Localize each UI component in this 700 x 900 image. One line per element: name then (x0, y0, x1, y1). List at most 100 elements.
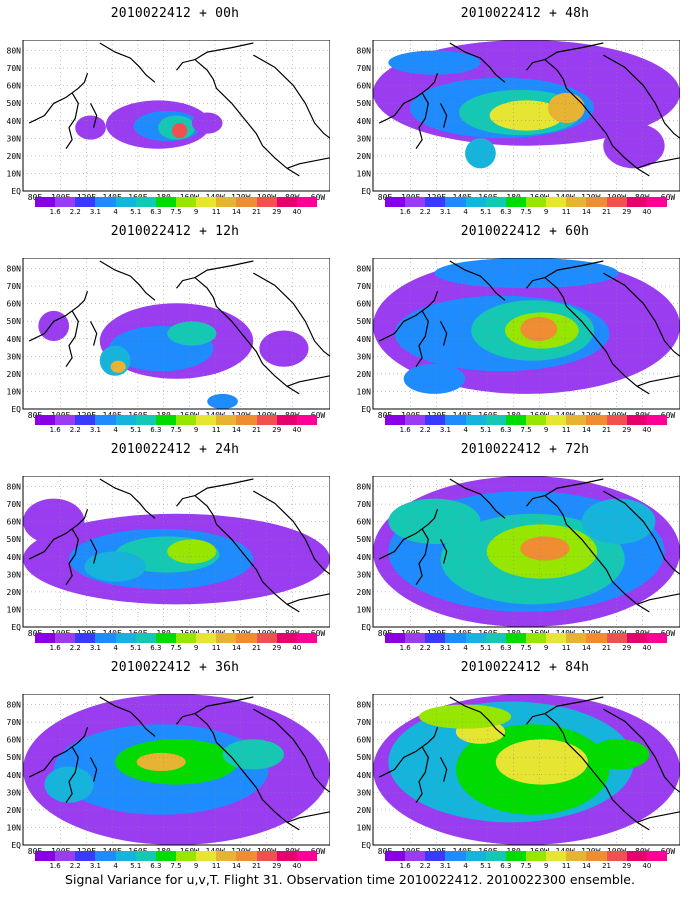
colorbar (385, 851, 667, 861)
coastline (636, 375, 680, 387)
latitude-tick-label: 60N (7, 300, 22, 309)
colorbar-swatch (425, 415, 446, 425)
latitude-tick-label: 50N (357, 99, 372, 108)
colorbar-swatch (256, 633, 277, 643)
coastline (89, 103, 98, 128)
latitude-tick-label: 70N (357, 64, 372, 73)
colorbar-label: 40 (292, 644, 302, 652)
coastline (603, 708, 680, 793)
figure-caption: Signal Variance for u,v,T. Flight 31. Ob… (65, 872, 635, 887)
colorbar (35, 197, 317, 207)
colorbar-swatch (276, 415, 297, 425)
panel-title: 2010022412 + 72h (460, 442, 590, 457)
colorbar-swatch (196, 633, 217, 643)
latitude-tick-label: 20N (357, 152, 372, 161)
colorbar-swatch (115, 415, 136, 425)
longitude-tick-label: 60W (661, 411, 676, 420)
colorbar-swatch (445, 851, 466, 861)
colorbar-swatch (55, 415, 76, 425)
colorbar-swatch (115, 197, 136, 207)
colorbar-swatch (465, 197, 486, 207)
variance-contour (75, 115, 106, 140)
colorbar-label: 40 (292, 426, 302, 434)
colorbar-label: 9 (543, 644, 549, 652)
colorbar-swatch (586, 197, 607, 207)
colorbar-swatch (95, 851, 116, 861)
latitude-tick-label: 50N (7, 317, 22, 326)
colorbar-swatch (606, 415, 627, 425)
latitude-tick-label: EQ (361, 187, 371, 196)
colorbar-swatch (405, 633, 426, 643)
latitude-tick-label: 80N (357, 47, 372, 56)
colorbar-swatch (75, 633, 96, 643)
colorbar-swatch (405, 415, 426, 425)
latitude-tick-label: 20N (7, 370, 22, 379)
colorbar-labels: 1.6 2.2 3.1 4 5.1 6.3 7.5 9 11 14 21 29 40 (35, 862, 317, 872)
variance-contour (191, 112, 223, 134)
map-panel: 2010022412 + 60h 80E100E120E140E160E18016… (350, 218, 695, 443)
colorbar-swatch (465, 851, 486, 861)
coastline (449, 42, 506, 83)
colorbar-label: 3.1 (89, 426, 101, 434)
colorbar-label: 7.5 (520, 426, 532, 434)
colorbar-label: 11 (211, 644, 221, 652)
colorbar-swatch (586, 415, 607, 425)
colorbar-swatch (75, 851, 96, 861)
colorbar-label: 14 (581, 644, 591, 652)
colorbar-labels: 1.6 2.2 3.1 4 5.1 6.3 7.5 9 11 14 21 29 40 (385, 426, 667, 436)
colorbar-label: 2.2 (69, 208, 81, 216)
colorbar-label: 21 (252, 208, 262, 216)
colorbar-label: 11 (561, 644, 571, 652)
coastline (28, 727, 89, 778)
latitude-tick-label: 60N (357, 300, 372, 309)
latitude-tick-label: 40N (7, 553, 22, 562)
colorbar-swatch (216, 851, 237, 861)
coastline (176, 276, 300, 395)
colorbar (385, 415, 667, 425)
colorbar-swatch (35, 633, 56, 643)
colorbar-label: 4 (463, 644, 468, 652)
colorbar-label: 9 (193, 426, 199, 434)
colorbar-swatch (485, 851, 506, 861)
latitude-tick-label: 60N (7, 518, 22, 527)
variance-contour (259, 330, 309, 367)
colorbar-swatch (35, 851, 56, 861)
colorbar-swatch (216, 415, 237, 425)
map-panel: 2010022412 + 12h 80E100E120E140E160E18016… (0, 218, 345, 443)
variance-contour (38, 310, 70, 342)
coastline (176, 494, 300, 613)
latitude-tick-label: 30N (357, 134, 372, 143)
colorbar-swatch (465, 633, 486, 643)
colorbar-swatch (296, 197, 317, 207)
colorbar (35, 851, 317, 861)
colorbar-swatch (95, 415, 116, 425)
colorbar-label: 6.3 (150, 644, 162, 652)
coastline (253, 490, 330, 575)
colorbar-label: 11 (211, 208, 221, 216)
coastline (415, 528, 429, 586)
variance-map: 80E100E120E140E160E180160W140W120W100W80… (357, 694, 680, 856)
coastline (65, 746, 79, 804)
variance-contour (581, 498, 656, 544)
variance-contour (520, 316, 558, 342)
colorbar-swatch (55, 197, 76, 207)
latitude-tick-label: 30N (357, 352, 372, 361)
colorbar-swatch (445, 633, 466, 643)
colorbar-swatch (586, 851, 607, 861)
coastline (65, 92, 79, 150)
colorbar-label: 29 (622, 426, 632, 434)
longitude-tick-label: 60W (311, 193, 326, 202)
colorbar-swatch (135, 197, 156, 207)
latitude-tick-label: EQ (361, 841, 371, 850)
latitude-tick-label: 80N (357, 483, 372, 492)
colorbar-label: 6.3 (500, 426, 512, 434)
colorbar-swatch (216, 633, 237, 643)
latitude-tick-label: 80N (7, 701, 22, 710)
colorbar-label: 1.6 (49, 208, 61, 216)
colorbar-swatch (155, 415, 176, 425)
colorbar-label: 1.6 (399, 862, 411, 870)
colorbar-swatch (445, 415, 466, 425)
latitude-tick-label: 20N (357, 806, 372, 815)
colorbar-swatch (95, 197, 116, 207)
variance-contour (547, 92, 585, 124)
